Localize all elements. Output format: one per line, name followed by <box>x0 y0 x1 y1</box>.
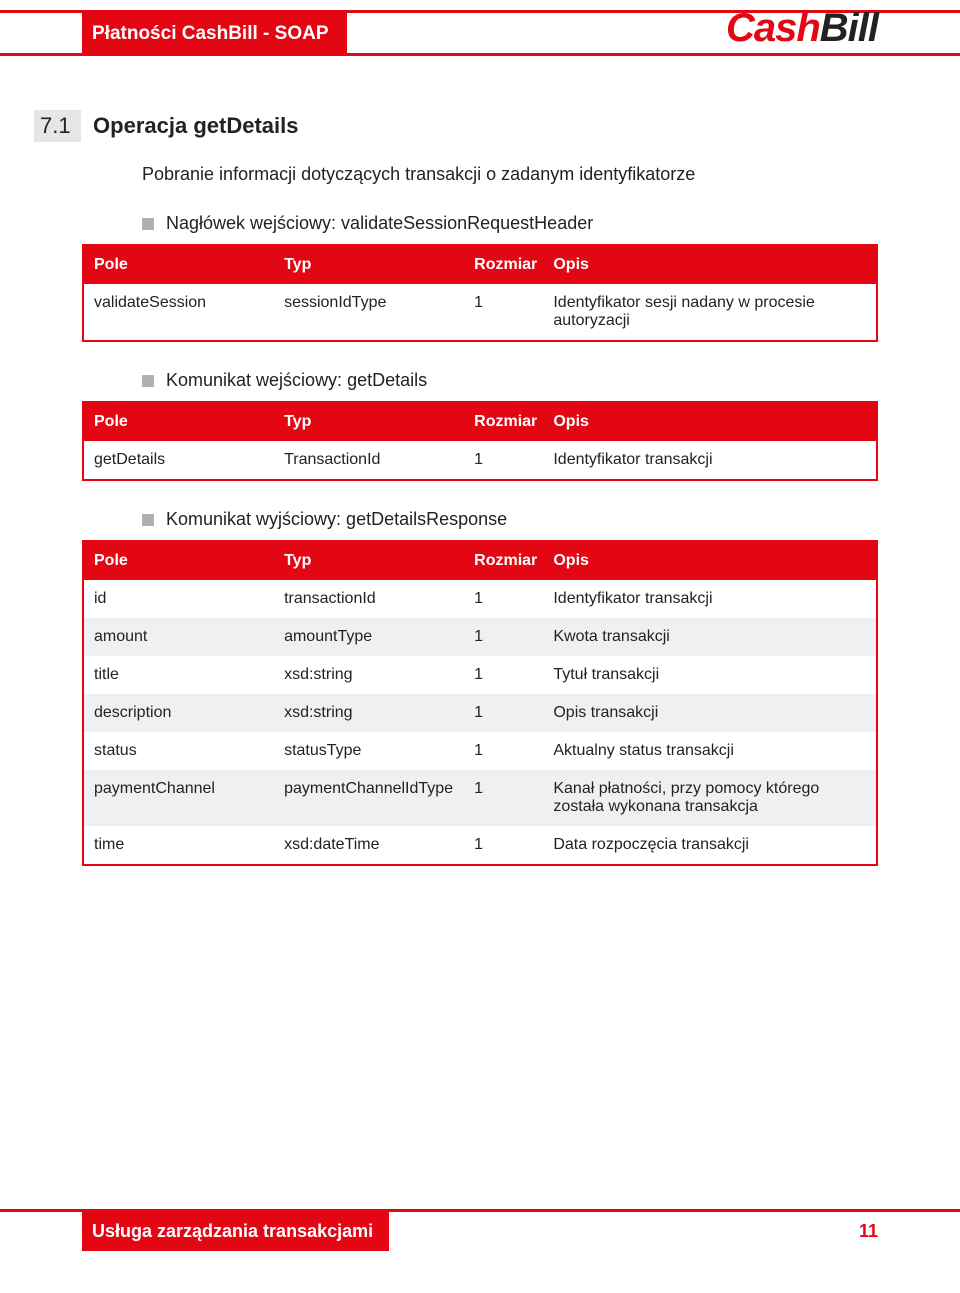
cell-pole: title <box>84 656 274 694</box>
cell-opis: Identyfikator transakcji <box>543 580 876 618</box>
cell-typ: sessionIdType <box>274 284 464 340</box>
page-content: 7.1 Operacja getDetails Pobranie informa… <box>0 60 960 866</box>
cell-typ: xsd:string <box>274 694 464 732</box>
square-bullet-icon <box>142 514 154 526</box>
page-header: Płatności CashBill - SOAP CashBill <box>0 10 960 60</box>
cell-rozmiar: 1 <box>464 284 543 340</box>
table-row: time xsd:dateTime 1 Data rozpoczęcia tra… <box>84 826 876 864</box>
cell-pole: paymentChannel <box>84 770 274 826</box>
section-number: 7.1 <box>34 110 81 142</box>
cell-rozmiar: 1 <box>464 580 543 618</box>
col-header-pole: Pole <box>84 542 274 580</box>
cell-typ: amountType <box>274 618 464 656</box>
cell-typ: xsd:string <box>274 656 464 694</box>
col-header-typ: Typ <box>274 246 464 284</box>
cell-pole: description <box>84 694 274 732</box>
brand-logo: CashBill <box>726 6 878 51</box>
bullet-item: Komunikat wyjściowy: getDetailsResponse <box>142 509 878 530</box>
table-get-details: Pole Typ Rozmiar Opis getDetails Transac… <box>82 401 878 481</box>
cell-opis: Aktualny status transakcji <box>543 732 876 770</box>
cell-typ: paymentChannelIdType <box>274 770 464 826</box>
col-header-rozmiar: Rozmiar <box>464 246 543 284</box>
cell-rozmiar: 1 <box>464 694 543 732</box>
table-header-row: Pole Typ Rozmiar Opis <box>84 246 876 284</box>
cell-opis: Identyfikator sesji nadany w procesie au… <box>543 284 876 340</box>
cell-rozmiar: 1 <box>464 441 543 479</box>
footer-title: Usługa zarządzania transakcjami <box>82 1212 389 1251</box>
section-description: Pobranie informacji dotyczących transakc… <box>142 164 878 185</box>
col-header-typ: Typ <box>274 542 464 580</box>
col-header-pole: Pole <box>84 246 274 284</box>
bullet-text: Nagłówek wejściowy: validateSessionReque… <box>166 213 593 234</box>
square-bullet-icon <box>142 218 154 230</box>
cell-rozmiar: 1 <box>464 770 543 826</box>
cell-rozmiar: 1 <box>464 656 543 694</box>
table-header-row: Pole Typ Rozmiar Opis <box>84 542 876 580</box>
cell-opis: Kwota transakcji <box>543 618 876 656</box>
header-rule-bottom <box>0 53 960 56</box>
section-heading: 7.1 Operacja getDetails <box>82 110 878 142</box>
table-validate-session: Pole Typ Rozmiar Opis validateSession se… <box>82 244 878 342</box>
square-bullet-icon <box>142 375 154 387</box>
col-header-rozmiar: Rozmiar <box>464 403 543 441</box>
bullet-text: Komunikat wejściowy: getDetails <box>166 370 427 391</box>
cell-pole: validateSession <box>84 284 274 340</box>
table-row: id transactionId 1 Identyfikator transak… <box>84 580 876 618</box>
col-header-opis: Opis <box>543 403 876 441</box>
cell-typ: TransactionId <box>274 441 464 479</box>
cell-pole: id <box>84 580 274 618</box>
col-header-opis: Opis <box>543 246 876 284</box>
col-header-typ: Typ <box>274 403 464 441</box>
cell-opis: Data rozpoczęcia transakcji <box>543 826 876 864</box>
table-row: validateSession sessionIdType 1 Identyfi… <box>84 284 876 340</box>
cell-rozmiar: 1 <box>464 618 543 656</box>
cell-rozmiar: 1 <box>464 732 543 770</box>
section-title: Operacja getDetails <box>85 110 298 142</box>
cell-typ: statusType <box>274 732 464 770</box>
table-row: paymentChannel paymentChannelIdType 1 Ka… <box>84 770 876 826</box>
cell-opis: Identyfikator transakcji <box>543 441 876 479</box>
cell-opis: Kanał płatności, przy pomocy którego zos… <box>543 770 876 826</box>
cell-pole: status <box>84 732 274 770</box>
col-header-opis: Opis <box>543 542 876 580</box>
header-title: Płatności CashBill - SOAP <box>82 13 347 55</box>
cell-pole: time <box>84 826 274 864</box>
bullet-text: Komunikat wyjściowy: getDetailsResponse <box>166 509 507 530</box>
cell-pole: amount <box>84 618 274 656</box>
page-footer: Usługa zarządzania transakcjami 11 <box>0 1209 960 1255</box>
cell-typ: transactionId <box>274 580 464 618</box>
table-row: amount amountType 1 Kwota transakcji <box>84 618 876 656</box>
table-row: description xsd:string 1 Opis transakcji <box>84 694 876 732</box>
page-number: 11 <box>859 1221 878 1242</box>
cell-rozmiar: 1 <box>464 826 543 864</box>
cell-opis: Tytuł transakcji <box>543 656 876 694</box>
table-row: status statusType 1 Aktualny status tran… <box>84 732 876 770</box>
cell-typ: xsd:dateTime <box>274 826 464 864</box>
cell-opis: Opis transakcji <box>543 694 876 732</box>
bullet-item: Komunikat wejściowy: getDetails <box>142 370 878 391</box>
table-header-row: Pole Typ Rozmiar Opis <box>84 403 876 441</box>
col-header-pole: Pole <box>84 403 274 441</box>
table-row: title xsd:string 1 Tytuł transakcji <box>84 656 876 694</box>
cell-pole: getDetails <box>84 441 274 479</box>
logo-cash: Cash <box>726 6 820 50</box>
bullet-item: Nagłówek wejściowy: validateSessionReque… <box>142 213 878 234</box>
table-row: getDetails TransactionId 1 Identyfikator… <box>84 441 876 479</box>
col-header-rozmiar: Rozmiar <box>464 542 543 580</box>
logo-bill: Bill <box>820 6 878 50</box>
table-get-details-response: Pole Typ Rozmiar Opis id transactionId 1… <box>82 540 878 866</box>
